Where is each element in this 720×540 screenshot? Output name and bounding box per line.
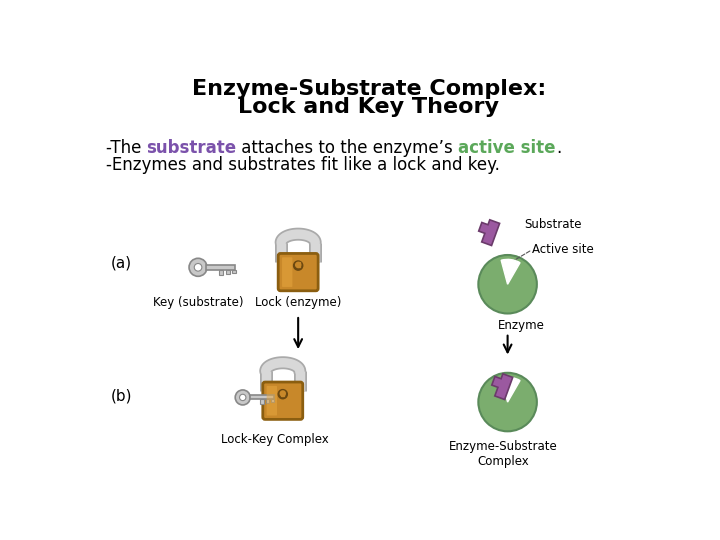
Circle shape: [194, 264, 202, 271]
Polygon shape: [479, 220, 500, 246]
Wedge shape: [501, 259, 520, 284]
Bar: [219, 270, 223, 274]
Text: Lock-Key Complex: Lock-Key Complex: [221, 433, 329, 446]
Circle shape: [478, 255, 537, 314]
Circle shape: [296, 262, 301, 267]
Polygon shape: [492, 374, 513, 400]
Bar: [260, 400, 264, 403]
FancyBboxPatch shape: [282, 257, 292, 287]
Circle shape: [280, 391, 285, 396]
Text: (b): (b): [110, 388, 132, 403]
Text: Active site: Active site: [532, 243, 594, 256]
Circle shape: [189, 258, 207, 276]
Bar: [226, 270, 230, 274]
Text: Lock (enzyme): Lock (enzyme): [255, 296, 341, 309]
Text: attaches to the enzyme’s: attaches to the enzyme’s: [236, 139, 459, 157]
Circle shape: [294, 261, 302, 270]
Text: -Enzymes and substrates fit like a lock and key.: -Enzymes and substrates fit like a lock …: [106, 156, 500, 174]
Bar: [250, 395, 274, 400]
Text: Lock and Key Theory: Lock and Key Theory: [238, 97, 500, 117]
Circle shape: [278, 389, 287, 399]
Text: Enzyme-Substrate
Complex: Enzyme-Substrate Complex: [449, 440, 558, 468]
FancyBboxPatch shape: [266, 386, 277, 416]
FancyBboxPatch shape: [263, 382, 302, 420]
Text: Enzyme-Substrate Complex:: Enzyme-Substrate Complex:: [192, 79, 546, 99]
Bar: [207, 265, 235, 270]
Bar: [271, 400, 274, 402]
Text: Key (substrate): Key (substrate): [153, 296, 243, 309]
Circle shape: [240, 394, 246, 401]
Wedge shape: [501, 377, 520, 402]
Text: active site: active site: [459, 139, 556, 157]
Text: Enzyme: Enzyme: [498, 319, 545, 332]
Bar: [266, 400, 269, 403]
Text: Substrate: Substrate: [525, 219, 582, 232]
FancyBboxPatch shape: [278, 253, 318, 291]
Circle shape: [235, 390, 251, 405]
Text: substrate: substrate: [146, 139, 236, 157]
Text: (a): (a): [110, 256, 132, 271]
Text: .: .: [556, 139, 561, 157]
Bar: [281, 390, 284, 395]
Bar: [297, 262, 300, 267]
Bar: [232, 270, 236, 273]
Circle shape: [478, 373, 537, 431]
Text: -The: -The: [106, 139, 146, 157]
